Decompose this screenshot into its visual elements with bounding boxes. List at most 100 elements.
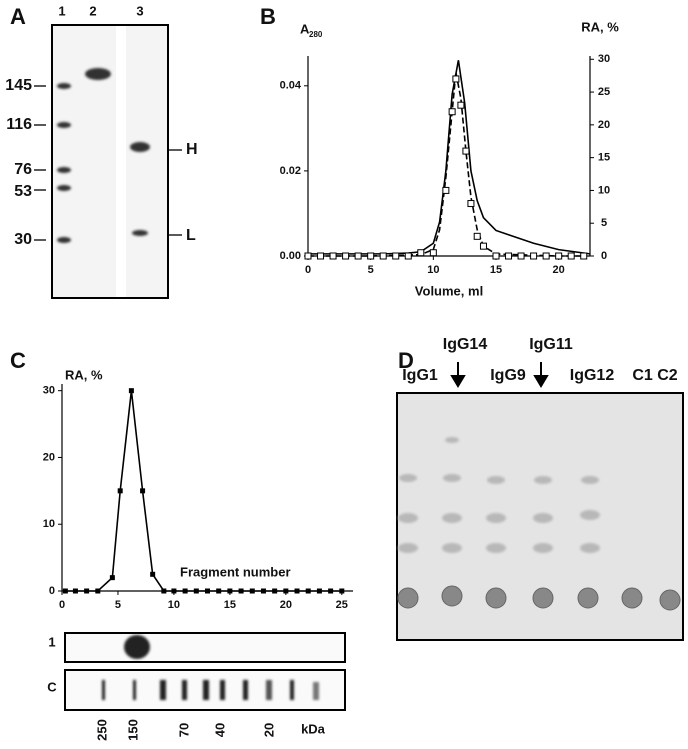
x-tick-label: 15 (490, 264, 502, 276)
strip-label: 1 (48, 634, 55, 649)
data-point (442, 186, 450, 194)
x-tick-label: 15 (224, 599, 236, 611)
lane-label: IgG11 (529, 336, 573, 353)
y2-tick-label: 10 (598, 184, 610, 196)
band-label: L (186, 227, 196, 244)
panel-letter: A (10, 4, 26, 29)
y-tick-label: 0.00 (280, 250, 301, 262)
x-tick-label: 10 (427, 264, 439, 276)
data-point (227, 588, 233, 594)
data-point (205, 588, 210, 594)
gel (51, 24, 169, 299)
kda-label: 250 (94, 719, 109, 741)
data-point (140, 488, 146, 494)
data-point (354, 252, 362, 260)
gel-gap (116, 26, 126, 297)
data-point (452, 75, 460, 83)
panel-letter: B (260, 4, 276, 29)
data-point (62, 588, 68, 594)
data-point (260, 588, 266, 594)
data-point (555, 252, 563, 260)
data-point (329, 252, 337, 260)
data-point (530, 252, 538, 260)
lane-label: 2 (89, 3, 96, 18)
data-point (417, 249, 425, 257)
y2-tick-label: 20 (598, 119, 610, 131)
x-tick-label: 25 (336, 599, 348, 611)
lane-label: IgG14 (443, 336, 488, 353)
data-point (193, 588, 199, 594)
tlc-origin-spots (397, 585, 681, 611)
data-point (517, 252, 525, 260)
data-point (317, 252, 325, 260)
lane-label: IgG1 (402, 367, 438, 384)
gel-strip (64, 632, 346, 663)
data-point (161, 588, 167, 594)
data-point (84, 588, 90, 594)
marker-label: 145 (5, 77, 32, 94)
kda-label: 20 (261, 723, 276, 737)
y2-tick-label: 25 (598, 86, 610, 98)
data-point (448, 108, 456, 116)
y-axis-label: A (300, 21, 310, 36)
kda-label: 40 (212, 723, 227, 737)
data-point (542, 252, 550, 260)
y-axis-label: RA, % (65, 367, 103, 382)
data-point (342, 252, 350, 260)
y2-tick-label: 15 (598, 152, 610, 164)
y-tick-label: 20 (43, 451, 55, 463)
panel-letter: C (10, 348, 26, 373)
strip-label: C (47, 679, 57, 694)
data-point (238, 588, 244, 594)
y-tick-label: 30 (43, 385, 55, 397)
data-line (308, 60, 591, 255)
y-axis-label-sub: 280 (309, 30, 323, 39)
data-point (182, 588, 188, 594)
data-point (316, 588, 322, 594)
data-point (272, 588, 278, 594)
data-point (404, 252, 412, 260)
panel-letter: D (398, 348, 414, 373)
y-tick-label: 0.04 (280, 80, 302, 92)
y-tick-label: 0 (49, 585, 55, 597)
data-point (95, 588, 101, 594)
data-point (580, 252, 588, 260)
gel-bands (102, 635, 319, 700)
data-point (294, 588, 300, 594)
x-tick-label: 20 (553, 264, 565, 276)
data-point (150, 571, 156, 577)
y2-tick-label: 5 (601, 217, 607, 229)
kda-unit: kDa (301, 721, 326, 736)
y-tick-label: 10 (43, 518, 55, 530)
data-point (117, 488, 123, 494)
y-tick-label: 0.02 (280, 165, 301, 177)
tlc-spots (398, 437, 600, 553)
data-point (392, 252, 400, 260)
data-point (328, 588, 334, 594)
marker-label: 116 (6, 116, 32, 133)
data-point (128, 388, 134, 394)
kda-label: 150 (125, 719, 140, 741)
x-tick-label: 0 (59, 599, 65, 611)
data-point (367, 252, 375, 260)
marker-label: 53 (14, 183, 32, 200)
gel-bands (57, 68, 150, 243)
x-tick-label: 5 (115, 599, 121, 611)
data-point (505, 252, 513, 260)
lane-label: IgG12 (570, 367, 615, 384)
data-point (379, 252, 387, 260)
data-point (304, 252, 312, 260)
y2-tick-label: 0 (601, 250, 607, 262)
data-point (457, 101, 465, 109)
data-point (216, 588, 222, 594)
data-point (283, 588, 289, 594)
data-point (72, 588, 78, 594)
data-point (473, 232, 481, 240)
x-tick-label: 10 (168, 599, 180, 611)
x-tick-label: 5 (368, 264, 374, 276)
band-label: H (186, 141, 198, 158)
data-point (492, 252, 500, 260)
x-tick-label: 0 (305, 264, 311, 276)
data-point (467, 200, 475, 208)
y2-axis-label: RA, % (581, 19, 619, 34)
